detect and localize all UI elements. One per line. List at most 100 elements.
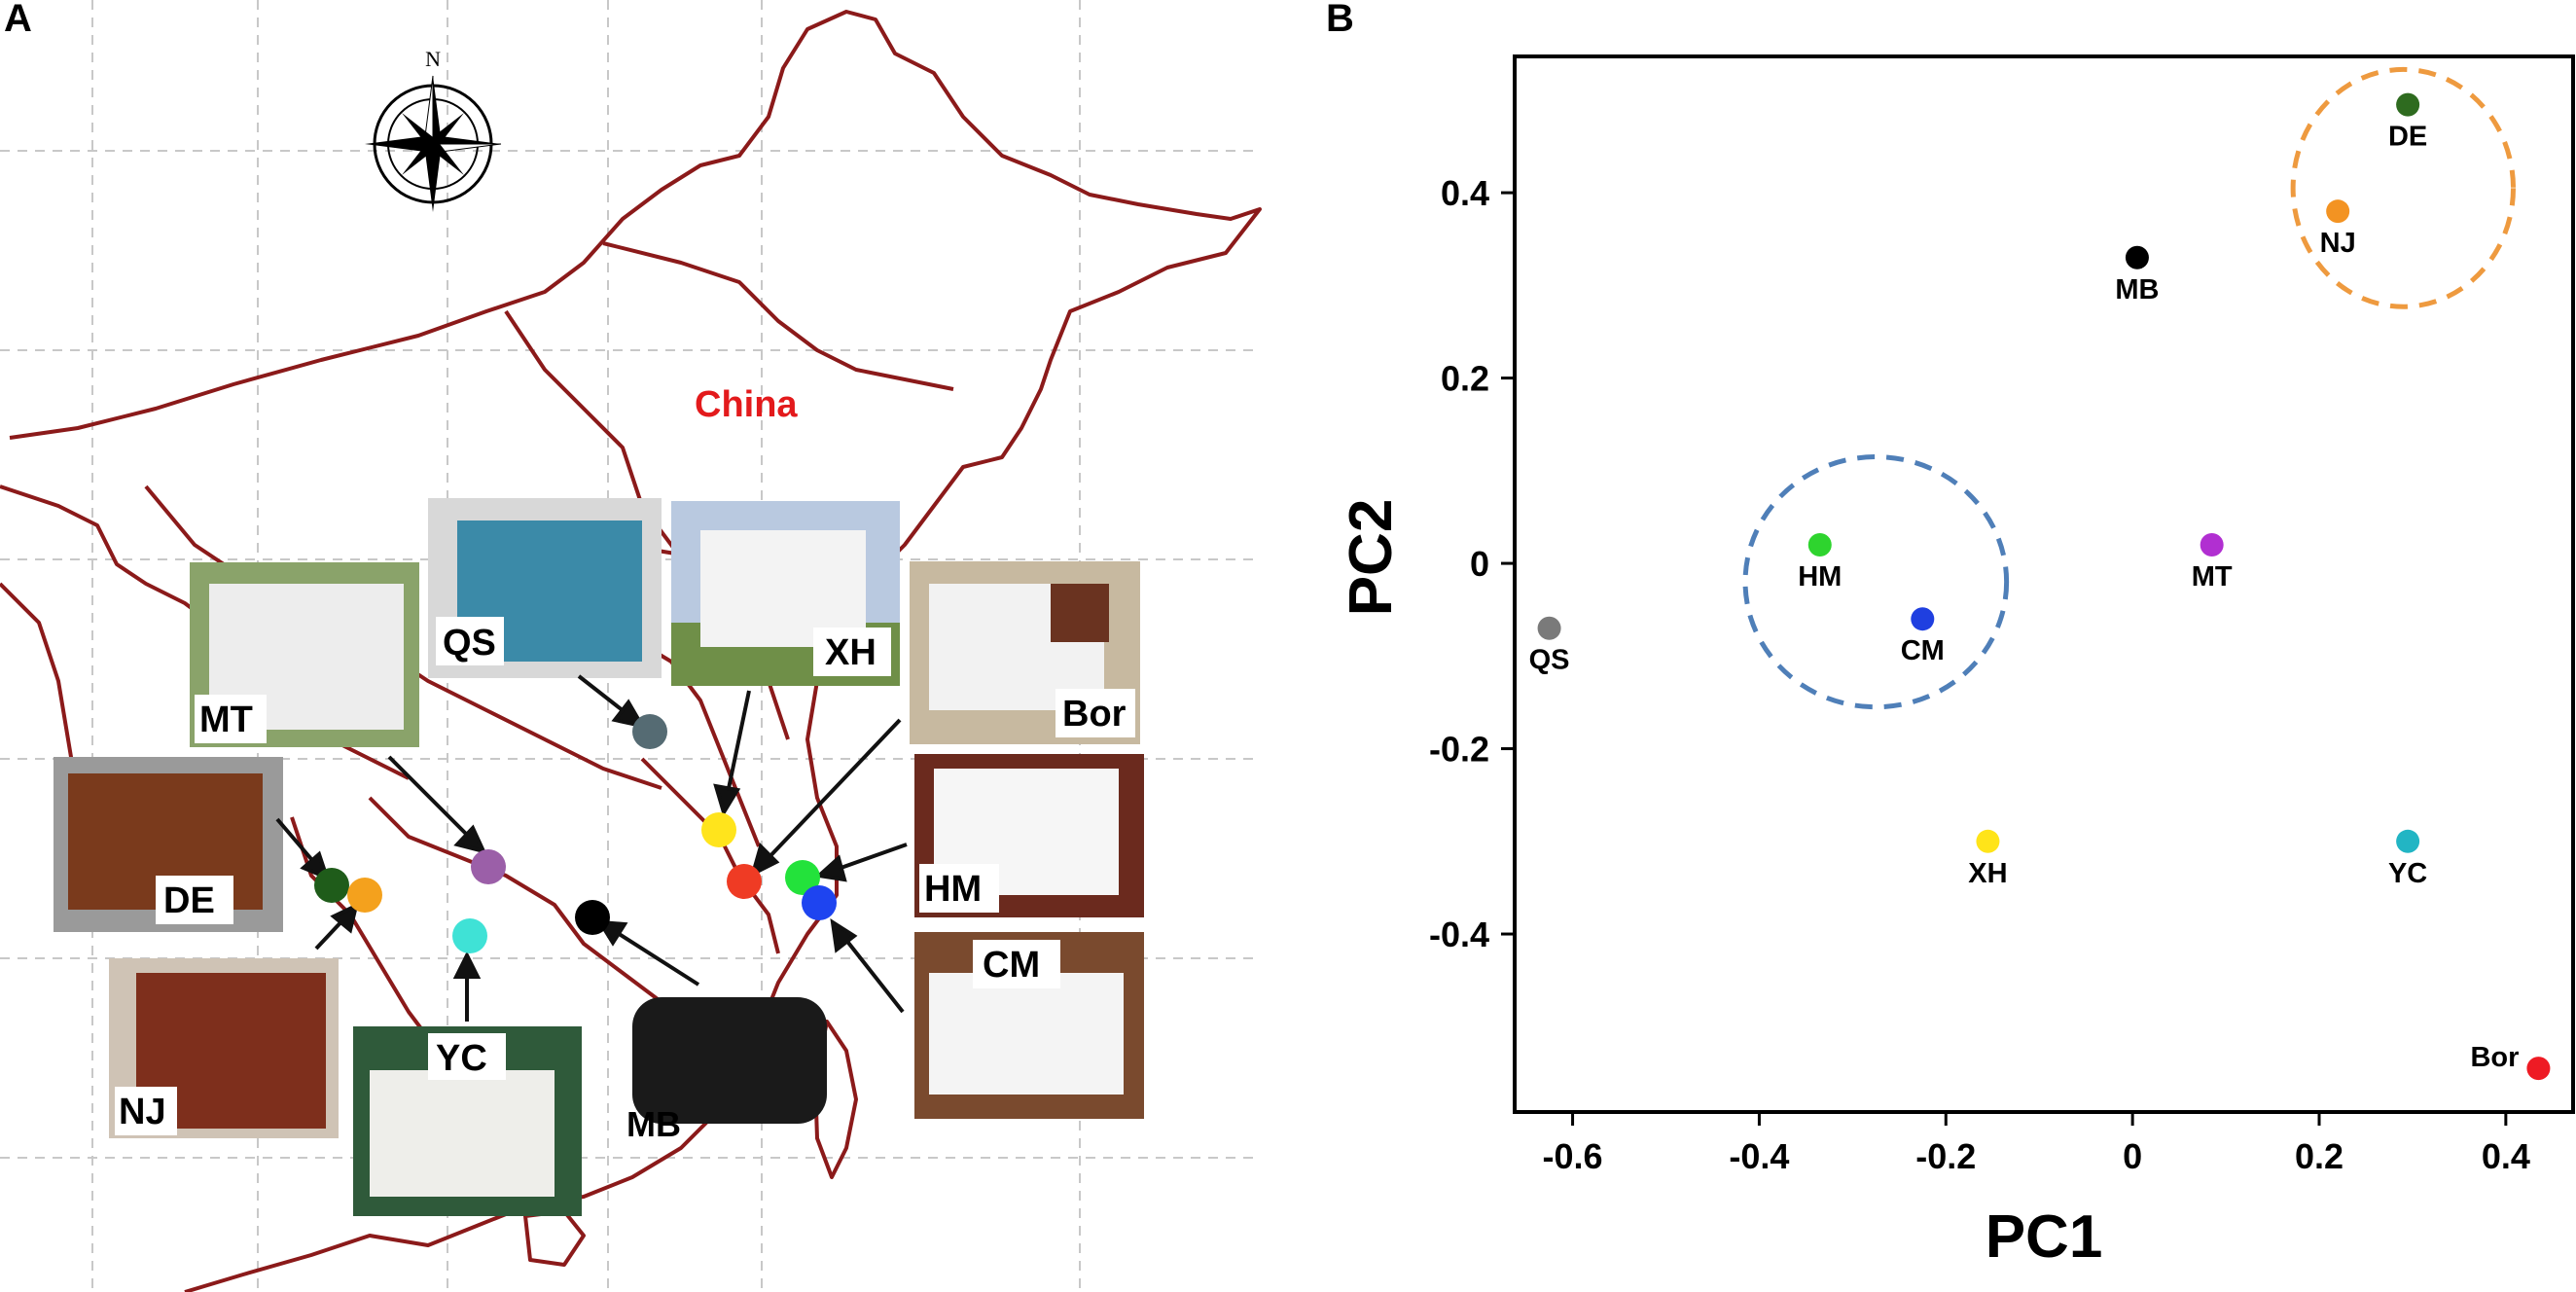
breed-photo-de-label: DE (163, 880, 215, 921)
y-tick-label: -0.4 (1429, 915, 1489, 954)
breed-photo-nj-label-bg (115, 1087, 177, 1135)
breed-photo-cm-label-bg (973, 940, 1060, 988)
panel-a-letter: A (4, 0, 32, 40)
breed-photo-mt-label: MT (199, 700, 253, 740)
x-tick-label: -0.6 (1543, 1136, 1603, 1176)
scatter-point (1976, 829, 2000, 853)
arrow-mb (611, 928, 700, 987)
y-tick-label: -0.2 (1429, 730, 1489, 770)
province-border (640, 757, 780, 954)
cluster-circle (1742, 454, 2010, 710)
scatter-point (1911, 607, 1935, 631)
hainan (523, 1209, 586, 1267)
breed-photo-hm: HM (914, 754, 1144, 917)
x-tick-label: -0.2 (1915, 1136, 1976, 1176)
point-label: CM (1901, 635, 1945, 666)
map-marker-cm (802, 885, 837, 920)
scatter-point (2396, 829, 2420, 853)
scatter-point (2326, 199, 2350, 224)
arrow-nj-head (330, 902, 359, 934)
breed-photo-nj-label: NJ (119, 1092, 166, 1132)
map-marker-xh (701, 812, 736, 847)
map-markers (314, 714, 837, 953)
map-marker-de (314, 868, 349, 903)
scatter-point (2526, 1057, 2551, 1081)
arrow-xh (725, 690, 751, 799)
point-label: YC (2388, 858, 2427, 889)
map-marker-yc (452, 918, 487, 953)
arrow-bor (762, 718, 902, 865)
breed-photo-mb-label: MB (626, 1104, 681, 1144)
breed-photo-bor-label: Bor (1062, 694, 1127, 735)
breed-photo-cm: CM (914, 932, 1144, 1119)
x-tick-label: 0 (2123, 1136, 2142, 1176)
breed-photo-hm-label: HM (924, 869, 982, 910)
map-marker-nj (347, 878, 382, 913)
y-axis-ticks: -0.4 -0.2 0 0.2 0.4 (1429, 173, 1515, 954)
point-label: MT (2192, 561, 2233, 592)
compass-north-label: N (425, 47, 441, 71)
province-border (602, 241, 954, 391)
arrow-hm (832, 843, 908, 873)
point-label: Bor (2470, 1042, 2519, 1073)
breed-photo-mb-goat (632, 997, 827, 1124)
cluster-circle (2290, 66, 2517, 309)
compass-star (402, 140, 437, 175)
province-border (368, 796, 702, 1033)
breed-photo-cm-label: CM (983, 945, 1040, 986)
breed-photo-qs-label: QS (443, 623, 496, 664)
scatter-point (2396, 92, 2420, 117)
compass-star (429, 113, 464, 148)
arrow-qs-head (611, 699, 647, 729)
scatter-point (1807, 533, 1832, 557)
breed-photo-de: DE (54, 757, 283, 932)
panel-b-letter: B (1326, 0, 1354, 40)
breed-photo-nj: NJ (109, 958, 339, 1138)
y-tick-label: 0.4 (1441, 173, 1489, 213)
breed-photo-mt-label-bg (195, 695, 267, 743)
breed-photo-yc-label: YC (436, 1038, 487, 1079)
point-label: DE (2388, 122, 2427, 153)
arrow-de (275, 817, 319, 868)
point-label: NJ (2320, 228, 2356, 259)
province-border (621, 630, 761, 847)
x-tick-label: -0.4 (1729, 1136, 1789, 1176)
point-label: MB (2115, 274, 2159, 305)
y-axis-title: PC2 (1338, 499, 1405, 617)
breed-photo-mt: MT (190, 562, 419, 747)
breed-photo-xh-label-bg (813, 628, 891, 676)
y-tick-label: 0.2 (1441, 359, 1489, 399)
arrow-yc-head (452, 951, 482, 979)
scatter-point (1537, 616, 1561, 640)
scatter-point (2125, 245, 2149, 269)
point-label: HM (1798, 561, 1842, 592)
compass-star (365, 136, 433, 152)
y-tick-label: 0 (1470, 544, 1489, 584)
breed-photo-yc-label-bg (428, 1033, 506, 1080)
breed-photo-yc-goat (370, 1070, 555, 1197)
breed-photo-mb: MB (626, 997, 827, 1144)
x-tick-label: 0.2 (2295, 1136, 2343, 1176)
x-axis-title: PC1 (1986, 1203, 2103, 1271)
arrow-hm-head (814, 854, 847, 882)
breed-photo-yc: YC (353, 1026, 582, 1216)
arrow-bor-head (749, 843, 780, 878)
breed-photo-xh-label: XH (825, 632, 877, 673)
country-label: China (695, 384, 798, 425)
x-tick-label: 0.4 (2482, 1136, 2530, 1176)
point-label: QS (1529, 645, 1570, 676)
point-label: XH (1968, 858, 2007, 889)
panel-a: A (0, 0, 1262, 1292)
arrow-mt-head (453, 824, 487, 854)
breed-photo-qs-label-bg (436, 617, 504, 665)
map-marker-mb (575, 900, 610, 935)
arrow-cm-head (830, 917, 858, 953)
x-axis-ticks: -0.6 -0.4 -0.2 0 0.2 0.4 (1543, 1112, 2530, 1176)
cluster-circles (1742, 66, 2517, 710)
plot-frame (1513, 54, 2575, 1114)
breed-photo-cm-goat (929, 973, 1124, 1095)
compass-star (429, 140, 464, 175)
map-marker-bor (727, 864, 762, 899)
breed-photo-hm-label-bg (919, 864, 999, 913)
